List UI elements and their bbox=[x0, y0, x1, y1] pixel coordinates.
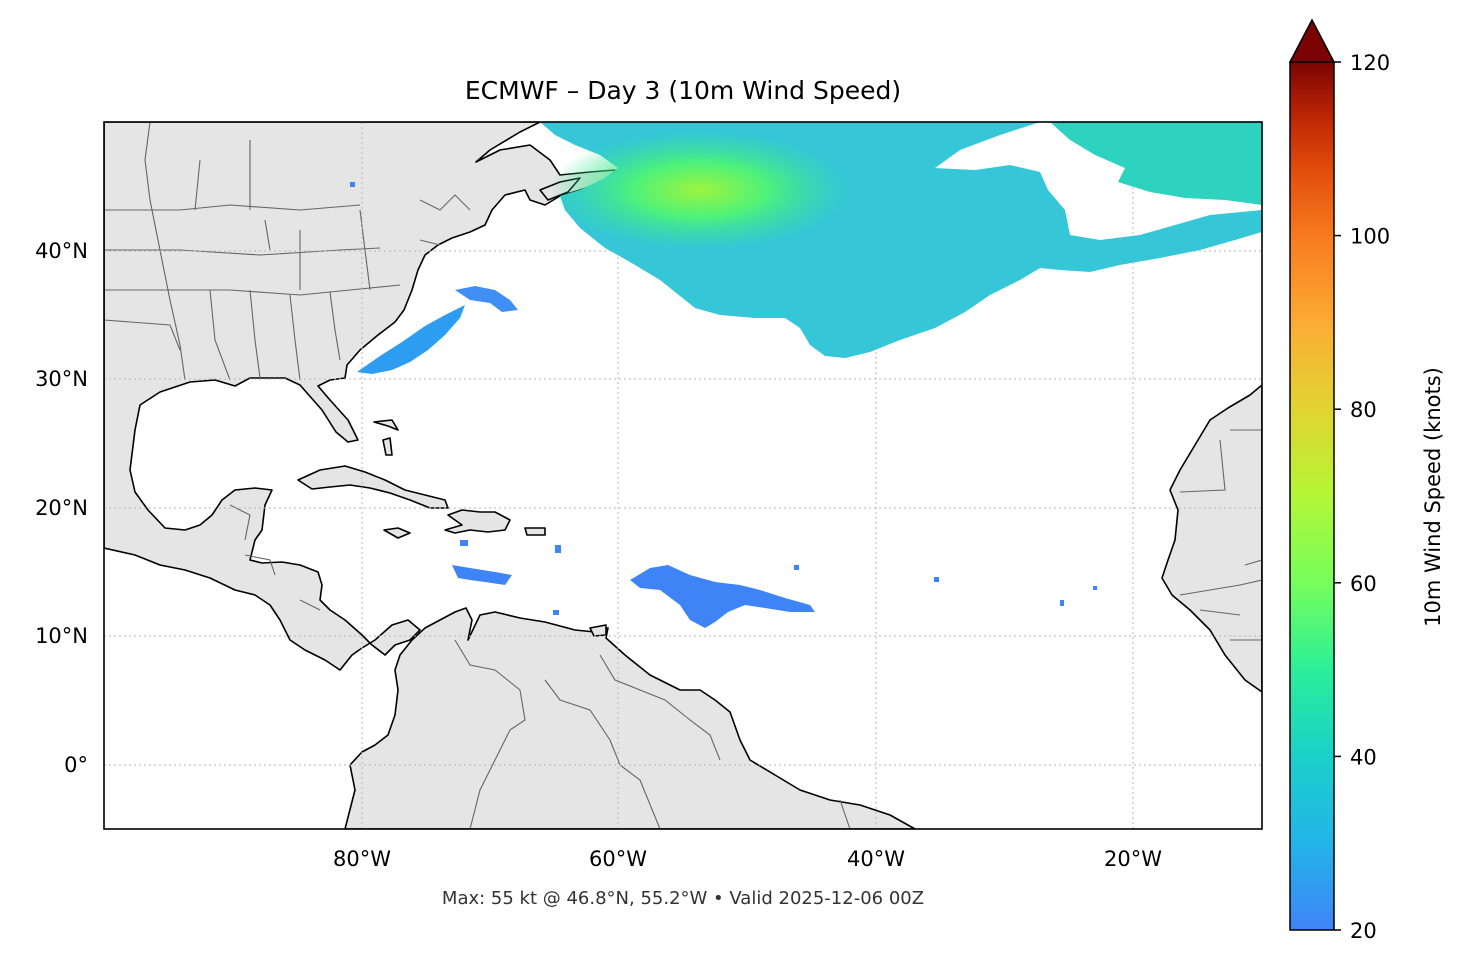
lon-tick-label: 40°W bbox=[847, 847, 905, 871]
map-frame bbox=[103, 121, 1263, 830]
lat-tick-label: 0° bbox=[64, 753, 88, 777]
wind-region-caribbean bbox=[452, 565, 512, 585]
lat-tick-label: 20°N bbox=[35, 496, 88, 520]
north-america-land bbox=[104, 122, 616, 671]
lat-tick-label: 30°N bbox=[35, 367, 88, 391]
south-america-land bbox=[344, 607, 916, 829]
trinidad-land bbox=[589, 624, 607, 637]
colorbar-tick-label: 20 bbox=[1350, 919, 1377, 943]
colorbar: 120 100 80 60 40 20 10m Wind Speed (knots) bbox=[1288, 18, 1445, 943]
africa-land bbox=[1161, 384, 1262, 693]
puerto-rico-land bbox=[524, 527, 546, 536]
colorbar-tick-label: 40 bbox=[1350, 745, 1377, 769]
colorbar-label: 10m Wind Speed (knots) bbox=[1421, 367, 1445, 627]
wind-speed-field bbox=[350, 122, 1262, 628]
lon-tick-label: 60°W bbox=[589, 847, 647, 871]
colorbar-tick-label: 80 bbox=[1350, 398, 1377, 422]
wind-region-carolinas bbox=[357, 305, 465, 374]
colorbar-tick-label: 100 bbox=[1350, 225, 1390, 249]
lat-tick-label: 40°N bbox=[35, 239, 88, 263]
lon-tick-label: 80°W bbox=[333, 847, 391, 871]
wind-region-bermuda bbox=[455, 286, 518, 312]
jamaica-land bbox=[383, 527, 411, 539]
cuba-land bbox=[297, 465, 449, 509]
colorbar-gradient bbox=[1290, 62, 1334, 930]
lat-tick-labels: 40°N 30°N 20°N 10°N 0° bbox=[35, 239, 88, 777]
political-borders bbox=[104, 122, 1262, 829]
lon-tick-label: 20°W bbox=[1104, 847, 1162, 871]
wind-region-northeast bbox=[1050, 122, 1262, 205]
hispaniola-land bbox=[444, 509, 511, 534]
chart-title: ECMWF – Day 3 (10m Wind Speed) bbox=[465, 76, 901, 105]
colorbar-tick-label: 60 bbox=[1350, 572, 1377, 596]
colorbar-tick-label: 120 bbox=[1350, 51, 1390, 75]
lon-tick-labels: 80°W 60°W 40°W 20°W bbox=[333, 847, 1162, 871]
wind-core-newfoundland bbox=[550, 130, 850, 250]
colorbar-ticks: 120 100 80 60 40 20 bbox=[1334, 51, 1390, 943]
map-panel bbox=[103, 121, 1263, 830]
colorbar-extend-arrow bbox=[1288, 18, 1336, 63]
wind-region-tropical bbox=[630, 565, 815, 628]
max-wind-footer: Max: 55 kt @ 46.8°N, 55.2°W • Valid 2025… bbox=[442, 888, 924, 909]
bahamas-land bbox=[373, 419, 399, 456]
lat-tick-label: 10°N bbox=[35, 624, 88, 648]
